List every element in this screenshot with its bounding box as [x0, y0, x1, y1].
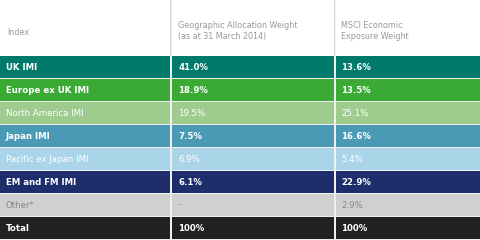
Bar — [172, 171, 334, 193]
Bar — [336, 217, 480, 239]
Text: 13.6%: 13.6% — [341, 63, 371, 72]
Bar — [336, 171, 480, 193]
Text: Index: Index — [7, 28, 29, 37]
Text: 22.9%: 22.9% — [341, 178, 371, 187]
Text: 2.9%: 2.9% — [341, 201, 363, 210]
Text: 7.5%: 7.5% — [178, 132, 202, 141]
Bar — [172, 125, 334, 147]
Text: 6.9%: 6.9% — [178, 155, 200, 164]
Text: Europe ex UK IMI: Europe ex UK IMI — [6, 86, 89, 95]
Text: MSCI Economic
Exposure Weight: MSCI Economic Exposure Weight — [341, 21, 408, 41]
Bar — [172, 194, 334, 216]
Text: Pacific ex Japan IMI: Pacific ex Japan IMI — [6, 155, 88, 164]
Bar — [172, 148, 334, 170]
Bar — [336, 148, 480, 170]
Bar — [0, 148, 170, 170]
Bar — [336, 56, 480, 78]
Text: UK IMI: UK IMI — [6, 63, 37, 72]
Text: -: - — [178, 201, 181, 210]
Bar — [172, 217, 334, 239]
Bar — [172, 79, 334, 101]
Text: 16.6%: 16.6% — [341, 132, 371, 141]
Text: 13.5%: 13.5% — [341, 86, 371, 95]
Bar — [0, 79, 170, 101]
Bar — [0, 217, 170, 239]
Text: 100%: 100% — [178, 223, 204, 233]
Text: Geographic Allocation Weight
(as at 31 March 2014): Geographic Allocation Weight (as at 31 M… — [178, 21, 297, 41]
Bar — [336, 125, 480, 147]
Text: 6.1%: 6.1% — [178, 178, 202, 187]
Bar — [172, 0, 334, 56]
Bar — [0, 102, 170, 124]
Bar — [336, 0, 480, 56]
Text: Japan IMI: Japan IMI — [6, 132, 50, 141]
Bar — [336, 194, 480, 216]
Text: 19.5%: 19.5% — [178, 109, 205, 118]
Text: 25.1%: 25.1% — [341, 109, 369, 118]
Text: 5.4%: 5.4% — [341, 155, 363, 164]
Text: North America IMI: North America IMI — [6, 109, 84, 118]
Bar — [336, 79, 480, 101]
Bar — [172, 56, 334, 78]
Bar — [336, 102, 480, 124]
Text: Total: Total — [6, 223, 30, 233]
Bar — [172, 102, 334, 124]
Bar — [0, 171, 170, 193]
Bar — [0, 194, 170, 216]
Bar — [0, 125, 170, 147]
Text: 18.9%: 18.9% — [178, 86, 208, 95]
Bar — [0, 56, 170, 78]
Text: 41.0%: 41.0% — [178, 63, 208, 72]
Bar — [0, 0, 170, 56]
Text: 100%: 100% — [341, 223, 368, 233]
Text: Other*: Other* — [6, 201, 35, 210]
Text: EM and FM IMI: EM and FM IMI — [6, 178, 76, 187]
